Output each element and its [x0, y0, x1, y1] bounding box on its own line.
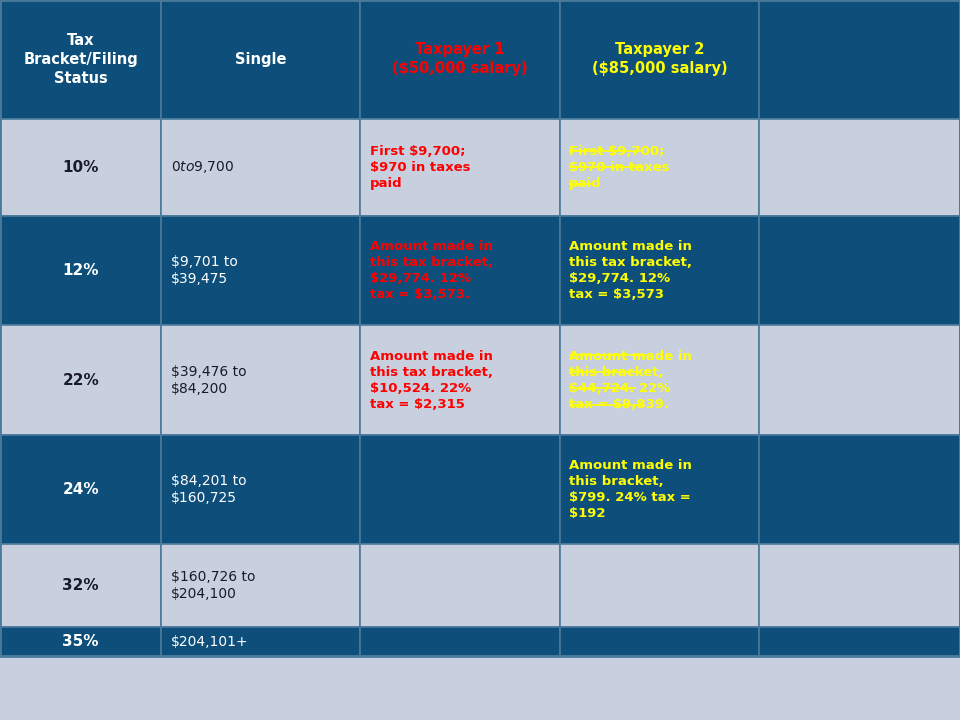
Bar: [759, 119, 960, 216]
Bar: [360, 119, 560, 216]
Bar: [161, 325, 360, 435]
Bar: [161, 544, 360, 627]
Bar: [0, 0, 161, 119]
Bar: [759, 216, 960, 325]
Text: Single: Single: [235, 52, 286, 67]
Text: 12%: 12%: [62, 264, 99, 278]
Bar: [0, 119, 161, 216]
Text: $0 to $9,700: $0 to $9,700: [171, 159, 234, 176]
Bar: [560, 0, 759, 119]
Bar: [560, 627, 759, 656]
Text: Amount made in
this tax bracket,
$29,774. 12%
tax = $3,573.: Amount made in this tax bracket, $29,774…: [370, 240, 492, 301]
Text: Taxpayer 2
($85,000 salary): Taxpayer 2 ($85,000 salary): [591, 42, 728, 76]
Text: Amount made in
this bracket,
$799. 24% tax =
$192: Amount made in this bracket, $799. 24% t…: [569, 459, 692, 520]
Bar: [560, 119, 759, 216]
Bar: [161, 119, 360, 216]
Bar: [360, 216, 560, 325]
Text: Amount made in
this tax bracket,
$10,524. 22%
tax = $2,315: Amount made in this tax bracket, $10,524…: [370, 350, 492, 410]
Text: Taxpayer 1
($50,000 salary): Taxpayer 1 ($50,000 salary): [392, 42, 528, 76]
Bar: [0, 325, 161, 435]
Bar: [759, 627, 960, 656]
Bar: [0, 435, 161, 544]
Text: Amount made in
this tax bracket,
$29,774. 12%
tax = $3,573: Amount made in this tax bracket, $29,774…: [569, 240, 692, 301]
Bar: [759, 544, 960, 627]
Text: First $9,700;
$970 in taxes
paid: First $9,700; $970 in taxes paid: [370, 145, 470, 190]
Text: $84,201 to
$160,725: $84,201 to $160,725: [171, 474, 247, 505]
Bar: [360, 435, 560, 544]
Text: $160,726 to
$204,100: $160,726 to $204,100: [171, 570, 255, 601]
Text: 35%: 35%: [62, 634, 99, 649]
Bar: [161, 216, 360, 325]
Text: 10%: 10%: [62, 160, 99, 175]
Bar: [0, 544, 161, 627]
Bar: [759, 0, 960, 119]
Text: $39,476 to
$84,200: $39,476 to $84,200: [171, 364, 247, 396]
Bar: [360, 0, 560, 119]
Bar: [0, 216, 161, 325]
Text: Amount made in
this bracket,
$44,724. 22%
tax = $9,839.: Amount made in this bracket, $44,724. 22…: [569, 350, 692, 410]
Bar: [360, 544, 560, 627]
Bar: [161, 435, 360, 544]
Bar: [0, 627, 161, 656]
Bar: [560, 216, 759, 325]
Text: 32%: 32%: [62, 578, 99, 593]
Bar: [360, 627, 560, 656]
Bar: [560, 435, 759, 544]
Text: 24%: 24%: [62, 482, 99, 497]
Bar: [161, 627, 360, 656]
Bar: [161, 0, 360, 119]
Text: $9,701 to
$39,475: $9,701 to $39,475: [171, 255, 238, 287]
Bar: [759, 435, 960, 544]
Bar: [759, 325, 960, 435]
Bar: [560, 544, 759, 627]
Bar: [560, 325, 759, 435]
Text: $204,101+: $204,101+: [171, 634, 249, 649]
Text: Tax
Bracket/Filing
Status: Tax Bracket/Filing Status: [23, 32, 138, 86]
Bar: [360, 325, 560, 435]
Text: 22%: 22%: [62, 373, 99, 387]
Text: First $9,700;
$970 in taxes
paid: First $9,700; $970 in taxes paid: [569, 145, 670, 190]
